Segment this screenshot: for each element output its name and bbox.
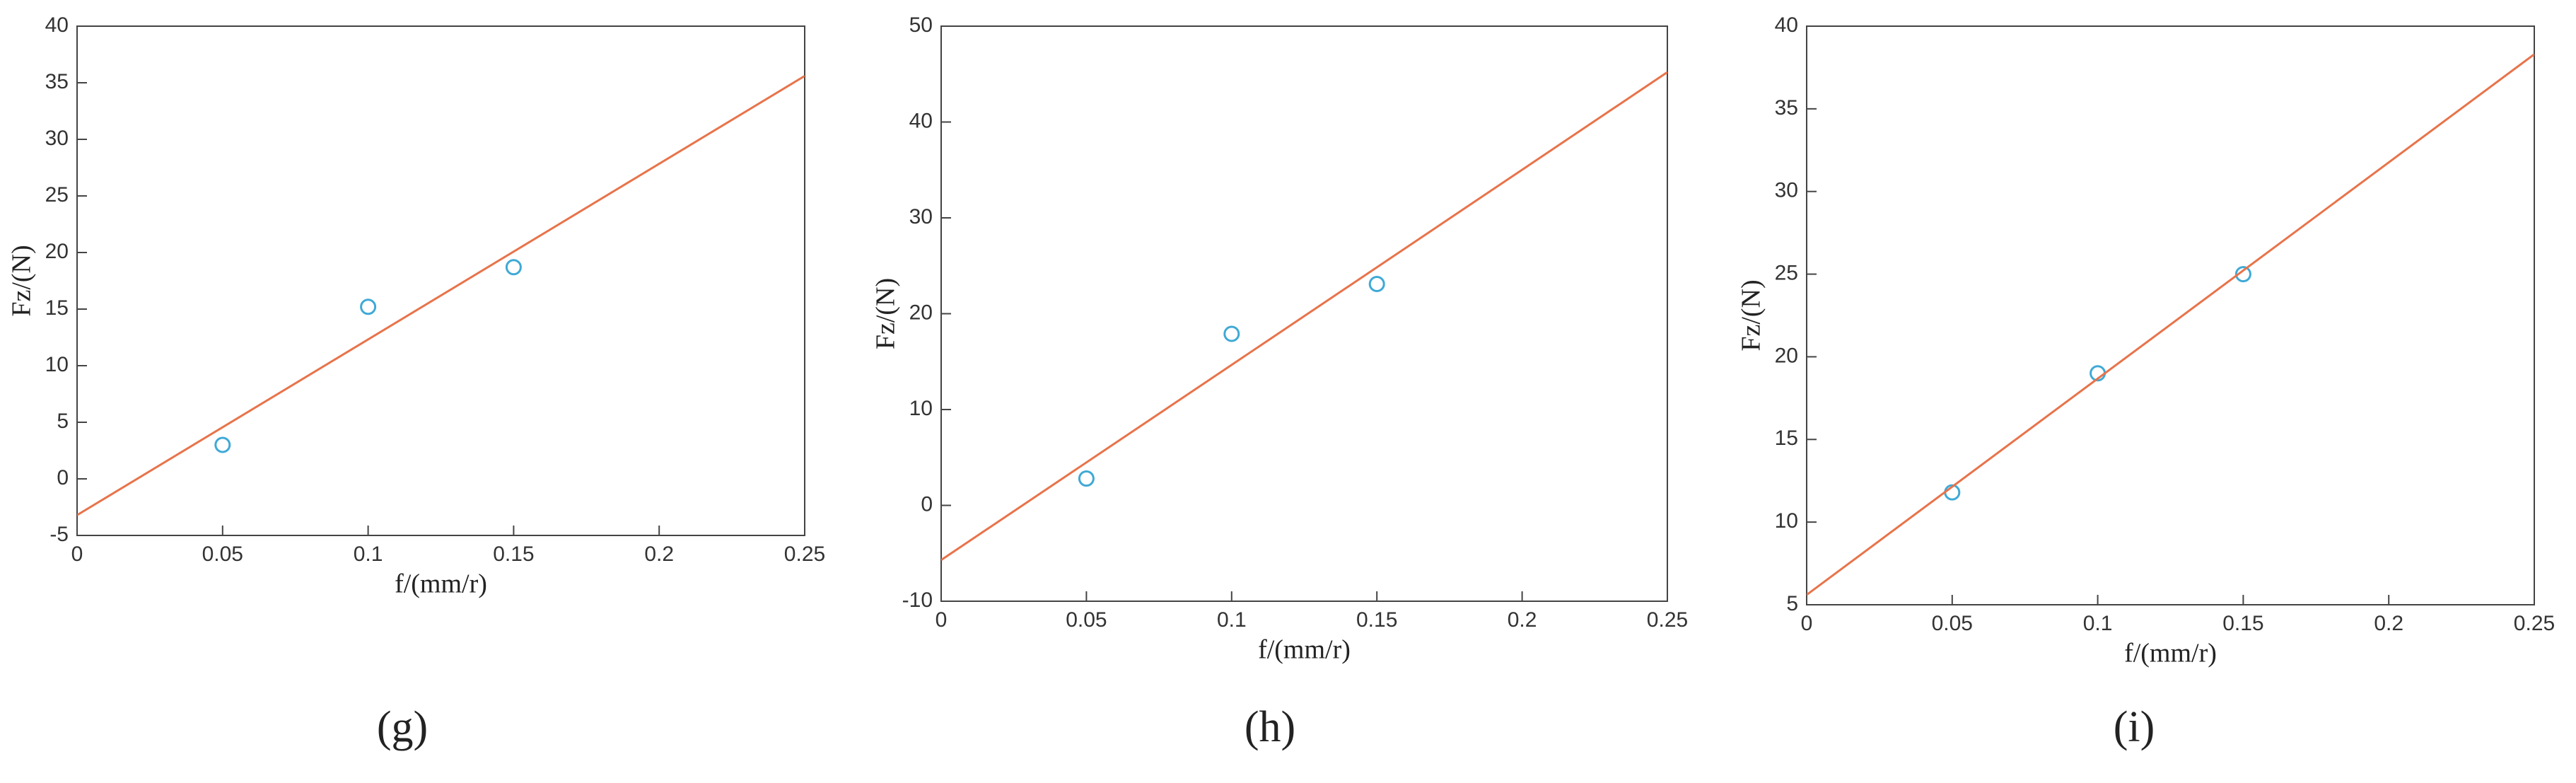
x-tick-label: 0.1 bbox=[1217, 608, 1247, 632]
x-tick-label: 0 bbox=[936, 608, 948, 632]
y-tick-label: 25 bbox=[1775, 261, 1798, 284]
y-tick-label: -5 bbox=[49, 523, 69, 546]
y-tick-label: 40 bbox=[1775, 13, 1798, 37]
y-axis-label: Fz/(N) bbox=[871, 278, 901, 349]
x-tick-label: 0.15 bbox=[493, 543, 534, 566]
x-tick-label: 0.05 bbox=[1066, 608, 1107, 632]
x-tick-label: 0 bbox=[71, 543, 83, 566]
x-axis-label: f/(mm/r) bbox=[1258, 635, 1351, 665]
y-tick-label: 40 bbox=[909, 109, 933, 132]
x-tick-label: 0.15 bbox=[1356, 608, 1397, 632]
y-tick-label: 30 bbox=[909, 205, 933, 228]
x-tick-label: 0.25 bbox=[2514, 612, 2555, 635]
plot-frame bbox=[940, 25, 1668, 602]
y-tick-label: 5 bbox=[1786, 592, 1798, 615]
x-tick-label: 0.05 bbox=[202, 543, 243, 566]
x-tick-label: 0.05 bbox=[1932, 612, 1973, 635]
x-tick-label: 0.15 bbox=[2222, 612, 2263, 635]
y-tick-label: -10 bbox=[902, 588, 933, 612]
x-axis-label: f/(mm/r) bbox=[2124, 639, 2217, 668]
data-point bbox=[1368, 275, 1385, 292]
x-tick-label: 0.1 bbox=[354, 543, 383, 566]
data-point bbox=[1223, 325, 1240, 342]
y-tick-label: 0 bbox=[57, 466, 69, 489]
y-tick-label: 30 bbox=[1775, 179, 1798, 202]
caption: (h) bbox=[1245, 703, 1295, 751]
x-tick-label: 0.2 bbox=[2374, 612, 2403, 635]
y-tick-label: 10 bbox=[45, 353, 69, 376]
x-tick-label: 0.25 bbox=[784, 543, 825, 566]
data-point bbox=[505, 259, 522, 276]
fit-line bbox=[941, 71, 1667, 561]
y-tick-label: 20 bbox=[909, 301, 933, 324]
x-tick-label: 0 bbox=[1801, 612, 1813, 635]
fit-line bbox=[1807, 53, 2534, 596]
y-tick-label: 20 bbox=[45, 240, 69, 263]
y-tick-label: 35 bbox=[45, 70, 69, 93]
y-tick-label: 20 bbox=[1775, 344, 1798, 367]
y-tick-label: 40 bbox=[45, 13, 69, 37]
x-tick-label: 0.25 bbox=[1647, 608, 1688, 632]
y-tick-label: 30 bbox=[45, 127, 69, 150]
plot-frame bbox=[76, 25, 805, 536]
fit-line bbox=[77, 75, 805, 516]
y-tick-label: 35 bbox=[1775, 96, 1798, 120]
y-tick-label: 15 bbox=[1775, 427, 1798, 450]
y-tick-label: 50 bbox=[909, 13, 933, 37]
x-tick-label: 0.2 bbox=[1508, 608, 1537, 632]
x-tick-label: 0.2 bbox=[644, 543, 674, 566]
y-tick-label: 5 bbox=[57, 410, 69, 433]
y-axis-label: Fz/(N) bbox=[7, 245, 37, 316]
data-point bbox=[360, 298, 377, 315]
x-tick-label: 0.1 bbox=[2083, 612, 2113, 635]
data-point bbox=[2234, 266, 2251, 283]
data-point bbox=[214, 436, 231, 453]
y-tick-label: 25 bbox=[45, 183, 69, 207]
y-axis-label: Fz/(N) bbox=[1737, 279, 1766, 351]
y-tick-label: 10 bbox=[909, 397, 933, 420]
y-tick-label: 10 bbox=[1775, 509, 1798, 533]
y-tick-label: 15 bbox=[45, 296, 69, 320]
x-axis-label: f/(mm/r) bbox=[395, 569, 487, 599]
plot-frame bbox=[1806, 25, 2535, 605]
y-tick-label: 0 bbox=[921, 492, 933, 516]
caption: (g) bbox=[377, 703, 428, 751]
data-point bbox=[1078, 470, 1095, 487]
caption: (i) bbox=[2114, 703, 2155, 751]
